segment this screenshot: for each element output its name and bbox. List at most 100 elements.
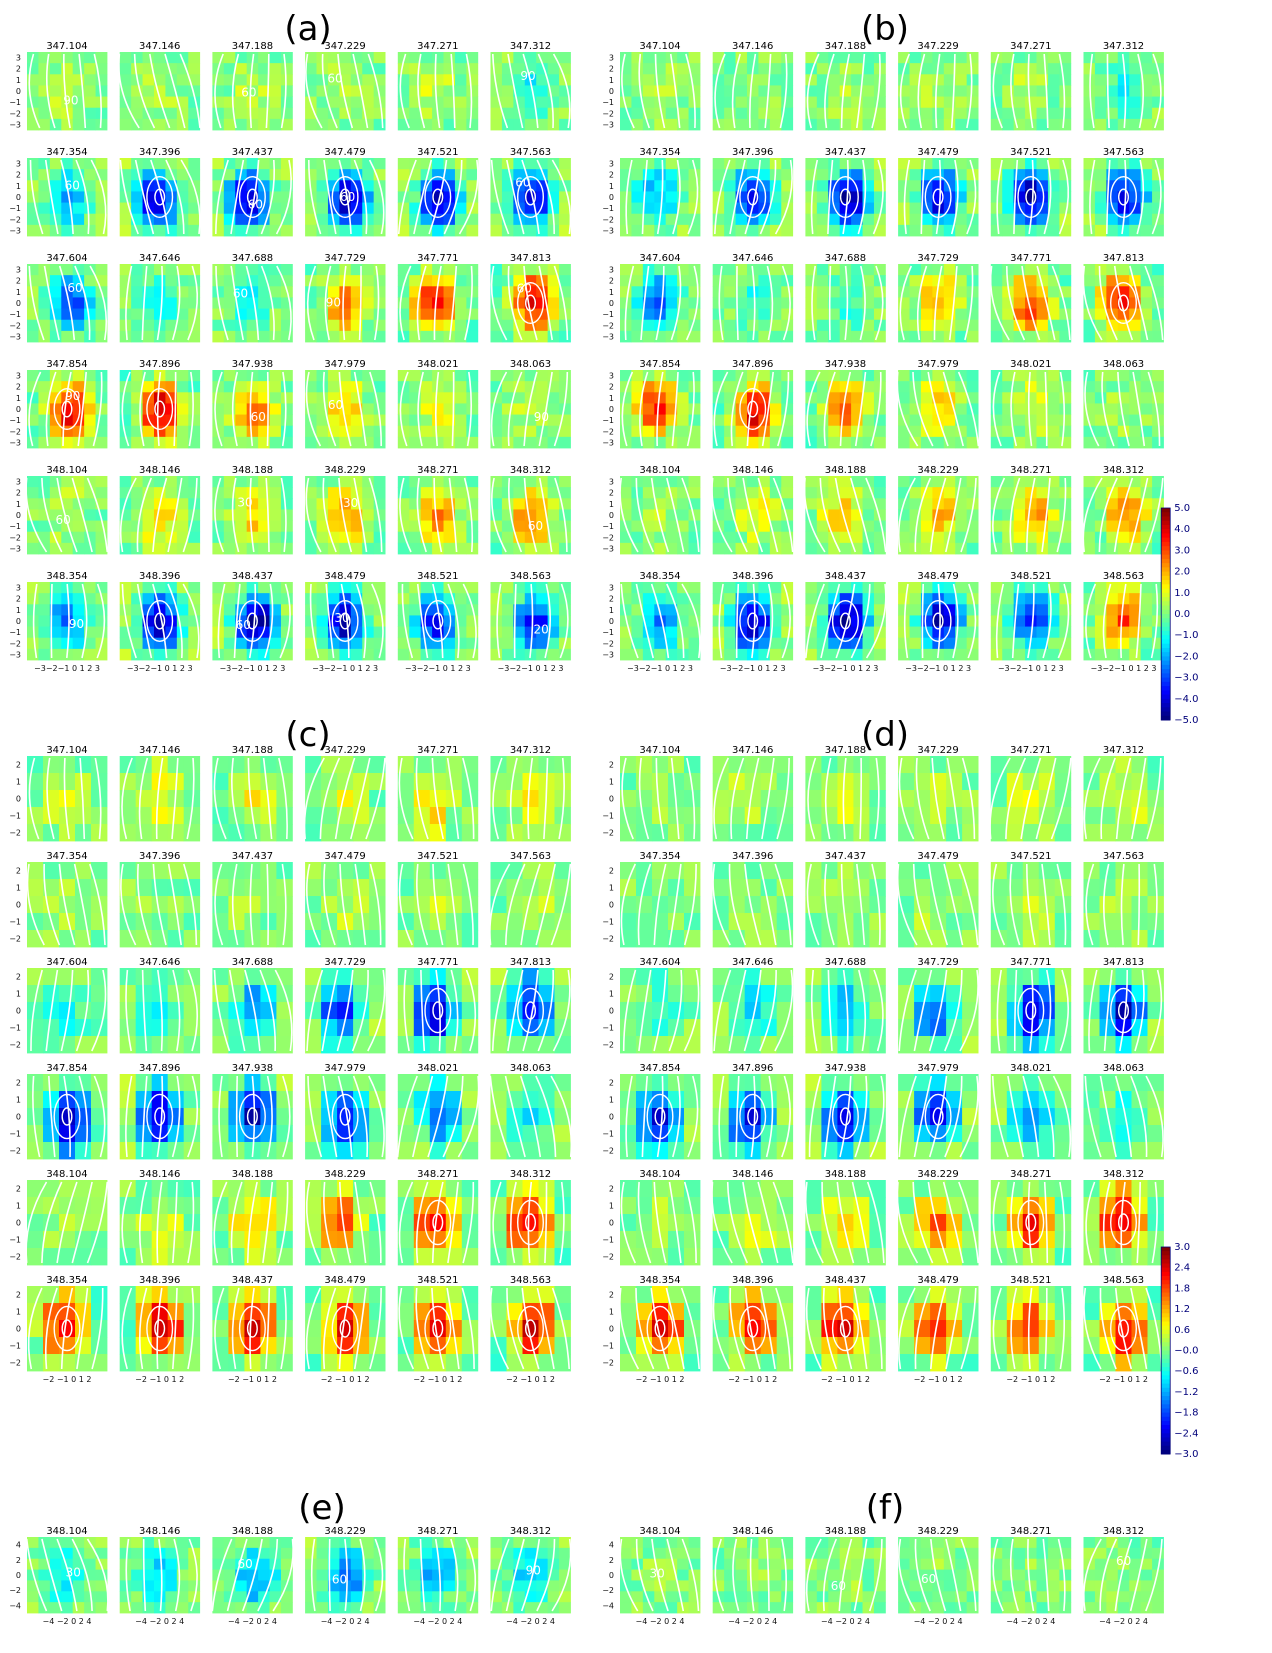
heatmap-pixel (131, 180, 143, 192)
heatmap-pixel (27, 1074, 44, 1092)
heatmap-pixel (536, 648, 549, 661)
heatmap-pixel (828, 74, 841, 86)
heatmap-pixel (955, 213, 968, 226)
heatmap-pixel (873, 330, 886, 343)
heatmap-pixel (350, 615, 363, 627)
heatmap-pixel (409, 191, 422, 203)
heatmap-pixel (84, 498, 96, 510)
heatmap-pixel (223, 648, 236, 661)
heatmap-pixel (712, 202, 725, 215)
heatmap-pixel (454, 85, 467, 97)
contour-line (183, 863, 198, 946)
heatmap-pixel (91, 879, 108, 897)
heatmap-pixel (72, 604, 85, 616)
heatmap-pixel (909, 626, 922, 639)
contour-line (249, 371, 254, 447)
heatmap-pixel (142, 224, 155, 237)
contour-line (751, 265, 756, 341)
heatmap-pixel (909, 381, 922, 393)
y-tick-label: −3 (9, 120, 21, 129)
heatmap-pixel (369, 985, 386, 1003)
heatmap-pixel (1140, 319, 1153, 332)
heatmap-pixel (61, 52, 74, 64)
heatmap-pixel (223, 286, 236, 298)
heatmap-pixel (805, 180, 818, 192)
heatmap-pixel (1140, 52, 1153, 64)
heatmap-pixel (95, 425, 108, 438)
heatmap-pixel (932, 637, 945, 650)
contour-line (213, 757, 227, 840)
y-tick-label: 0 (16, 87, 21, 96)
heatmap-pixel (142, 330, 155, 343)
contour-line (303, 757, 325, 840)
heatmap-pixel (165, 542, 178, 555)
heatmap-pixel (38, 425, 51, 438)
heatmap-pixel (84, 158, 96, 170)
heatmap-pixel (153, 213, 166, 226)
contour-line (306, 265, 317, 341)
heatmap-pixel (654, 118, 667, 131)
contour-line (933, 265, 943, 341)
heatmap-pixel (851, 392, 863, 404)
contour-line (339, 863, 351, 946)
heatmap-pixel (1059, 425, 1072, 438)
heatmap-pixel (547, 403, 560, 415)
heatmap-pixel (327, 74, 340, 86)
heatmap-pixel (327, 476, 340, 488)
heatmap-pixel (461, 930, 479, 948)
heatmap-pixel (1094, 202, 1107, 215)
heatmap-pixel (258, 202, 270, 215)
heatmap-pixel (188, 582, 201, 594)
heatmap-pixel (1002, 637, 1015, 650)
heatmap-pixel (373, 158, 386, 170)
heatmap-pixel (432, 476, 444, 488)
heatmap-pixel (373, 436, 386, 449)
heatmap-pixel (828, 297, 841, 309)
heatmap-pixel (244, 896, 261, 914)
heatmap-pixel (620, 74, 632, 86)
heatmap-pixel (536, 107, 549, 120)
heatmap-pixel (409, 637, 422, 650)
heatmap-pixel (84, 118, 96, 131)
subplot-title: 347.396 (139, 147, 180, 158)
heatmap-pixel (490, 297, 503, 309)
heatmap-pixel (547, 202, 560, 215)
heatmap-pixel (369, 913, 386, 931)
heatmap-pixel (362, 542, 375, 555)
heatmap-pixel (27, 370, 39, 382)
heatmap-pixel (955, 63, 968, 75)
heatmap-pixel (260, 1002, 277, 1020)
heatmap-pixel (1047, 593, 1060, 605)
heatmap-pixel (165, 648, 178, 661)
contour-ring (154, 1107, 166, 1126)
contour-line (544, 583, 552, 659)
heatmap-pixel (642, 509, 655, 521)
heatmap-pixel (235, 498, 248, 510)
heatmap-pixel (559, 297, 571, 309)
heatmap-pixel (1013, 593, 1026, 605)
heatmap-pixel (95, 582, 108, 594)
contour-label: 60 (236, 618, 251, 632)
heatmap-pixel (188, 615, 201, 627)
colorbar-segment (1161, 626, 1171, 632)
heatmap-pixel (409, 74, 422, 86)
heatmap-pixel (1025, 414, 1037, 427)
heatmap-pixel (373, 275, 386, 287)
y-tick-label: −1 (602, 310, 614, 319)
heatmap-pixel (353, 913, 370, 931)
heatmap-pixel (920, 308, 933, 321)
contour-ring (1017, 176, 1045, 218)
subplot-title: 347.896 (732, 359, 773, 370)
heatmap-pixel (898, 370, 910, 382)
heatmap-pixel (119, 330, 132, 343)
heatmap-pixel (61, 275, 74, 287)
heatmap-pixel (72, 648, 85, 661)
heatmap-pixel (524, 626, 537, 639)
heatmap-pixel (513, 520, 526, 533)
heatmap-pixel (1013, 224, 1026, 237)
heatmap-pixel (119, 879, 137, 897)
contour-line (43, 863, 61, 946)
y-tick-label: 1 (16, 1096, 21, 1105)
heatmap-pixel (1129, 582, 1142, 594)
